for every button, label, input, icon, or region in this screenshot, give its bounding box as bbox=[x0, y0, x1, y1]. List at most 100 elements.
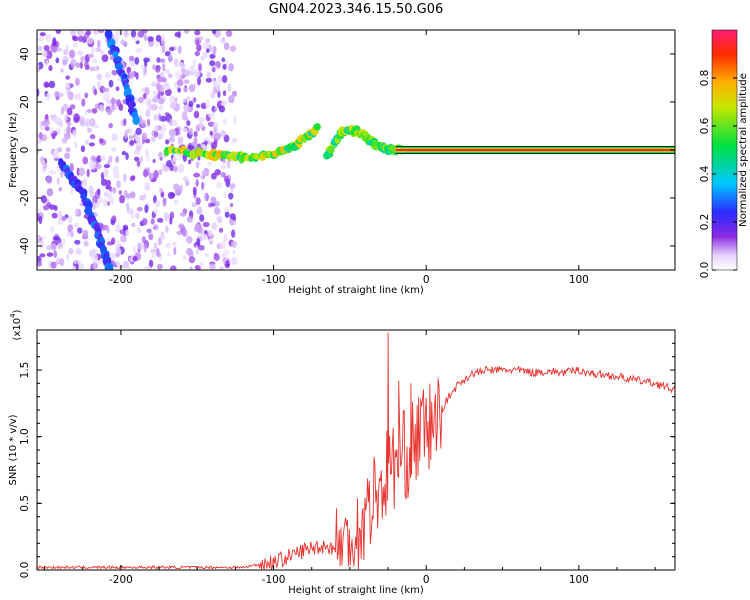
noise-dot bbox=[111, 133, 119, 142]
noise-dot bbox=[57, 210, 63, 219]
noise-dot bbox=[205, 99, 210, 109]
noise-dot bbox=[169, 53, 173, 62]
noise-dot bbox=[86, 168, 90, 178]
x-tick-label: 0 bbox=[423, 574, 430, 586]
noise-dot bbox=[65, 232, 72, 237]
noise-dot bbox=[149, 103, 157, 111]
noise-dot bbox=[214, 205, 220, 214]
noise-dot bbox=[152, 64, 156, 71]
noise-dot bbox=[66, 107, 73, 116]
noise-dot bbox=[141, 132, 148, 141]
noise-dot bbox=[37, 139, 42, 144]
noise-dot bbox=[68, 216, 72, 224]
noise-dot bbox=[158, 133, 163, 141]
noise-dot bbox=[192, 59, 196, 67]
noise-dot bbox=[76, 50, 84, 56]
noise-dot bbox=[42, 50, 48, 58]
noise-dot bbox=[78, 167, 86, 177]
noise-dot bbox=[79, 61, 83, 69]
noise-dot bbox=[120, 39, 125, 46]
noise-dot bbox=[135, 71, 139, 80]
noise-dot bbox=[43, 81, 50, 88]
noise-dot bbox=[151, 136, 156, 143]
noise-dot bbox=[163, 83, 170, 91]
noise-dot bbox=[45, 50, 53, 60]
noise-dot bbox=[92, 66, 99, 72]
noise-dot bbox=[89, 161, 96, 170]
noise-dot bbox=[196, 238, 201, 247]
noise-dot bbox=[215, 81, 221, 90]
noise-dot bbox=[45, 33, 52, 42]
noise-dot bbox=[213, 125, 218, 134]
noise-dot bbox=[91, 253, 99, 263]
noise-dot bbox=[225, 259, 230, 267]
noise-dot bbox=[115, 224, 121, 233]
noise-dot bbox=[209, 130, 213, 136]
noise-dot bbox=[101, 54, 109, 63]
noise-dot bbox=[228, 192, 234, 200]
noise-dot bbox=[195, 223, 202, 233]
noise-dot bbox=[65, 147, 71, 152]
noise-dot bbox=[159, 187, 163, 193]
noise-dot bbox=[206, 161, 213, 167]
noise-dot bbox=[125, 152, 129, 161]
noise-dot bbox=[199, 214, 205, 222]
noise-dot bbox=[202, 145, 208, 151]
signal-dot bbox=[106, 262, 114, 270]
noise-dot bbox=[42, 119, 50, 127]
noise-dot bbox=[91, 262, 99, 270]
noise-dot bbox=[168, 95, 176, 103]
noise-dot bbox=[147, 36, 154, 42]
y-tick-label: 0.0 bbox=[19, 562, 31, 579]
noise-dot bbox=[194, 71, 201, 78]
noise-dot bbox=[192, 97, 197, 103]
noise-dot bbox=[54, 90, 60, 97]
noise-dot bbox=[81, 178, 87, 187]
noise-dot bbox=[183, 30, 190, 35]
noise-dot bbox=[38, 45, 43, 51]
noise-dot bbox=[171, 119, 178, 127]
noise-dot bbox=[197, 122, 205, 129]
noise-dot bbox=[52, 40, 57, 48]
noise-dot bbox=[169, 118, 173, 127]
noise-dot bbox=[141, 218, 148, 226]
noise-dot bbox=[119, 229, 125, 235]
noise-dot bbox=[92, 156, 98, 163]
noise-dot bbox=[206, 140, 213, 145]
noise-dot bbox=[96, 73, 103, 81]
noise-dot bbox=[96, 39, 101, 49]
noise-dot bbox=[53, 250, 58, 258]
noise-dot bbox=[140, 64, 145, 70]
noise-dot bbox=[165, 88, 172, 97]
noise-dot bbox=[60, 68, 64, 73]
noise-dot bbox=[48, 65, 53, 72]
noise-dot bbox=[51, 45, 58, 53]
noise-dot bbox=[75, 62, 81, 69]
noise-dot bbox=[63, 116, 68, 121]
noise-dot bbox=[143, 244, 147, 253]
noise-dot bbox=[213, 106, 218, 112]
y-tick-label: 1.0 bbox=[19, 428, 31, 445]
noise-dot bbox=[128, 135, 134, 140]
noise-dot bbox=[158, 105, 164, 111]
noise-dot bbox=[128, 55, 135, 62]
noise-dot bbox=[155, 67, 161, 73]
noise-dot bbox=[197, 76, 201, 86]
noise-dot bbox=[217, 75, 223, 84]
noise-dot bbox=[187, 70, 194, 76]
noise-dot bbox=[173, 199, 179, 205]
noise-dot bbox=[180, 73, 186, 79]
noise-dot bbox=[143, 193, 147, 200]
noise-dot bbox=[232, 90, 238, 97]
noise-dot bbox=[100, 178, 108, 187]
noise-dot bbox=[164, 242, 172, 249]
noise-dot bbox=[54, 117, 62, 126]
noise-dot bbox=[159, 234, 166, 240]
noise-dot bbox=[94, 103, 101, 109]
noise-dot bbox=[165, 139, 170, 145]
noise-dot bbox=[84, 64, 90, 70]
noise-dot bbox=[218, 38, 226, 45]
noise-dot bbox=[176, 79, 184, 87]
noise-dot bbox=[212, 47, 217, 56]
